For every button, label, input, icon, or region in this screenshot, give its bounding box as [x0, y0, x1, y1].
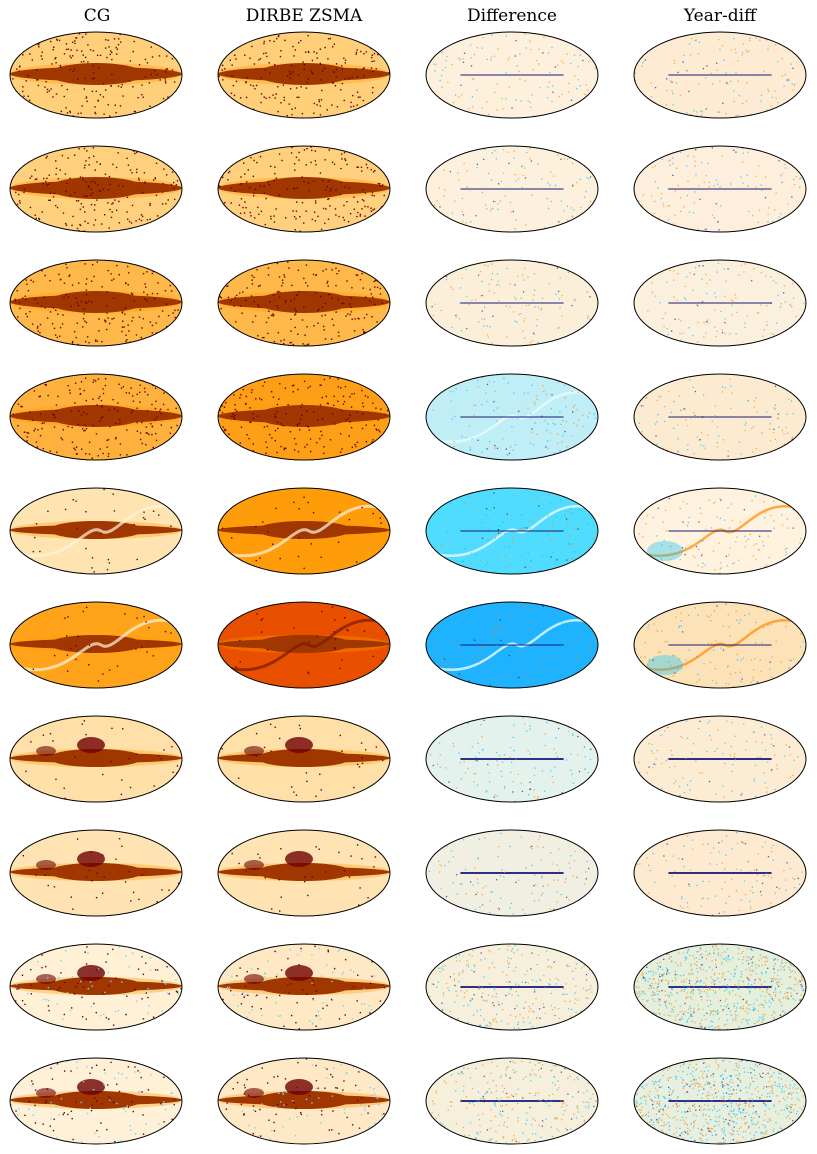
sky-map-panel — [217, 145, 391, 233]
sky-map-panel — [633, 829, 807, 917]
column-title-year-diff: Year-diff — [683, 6, 757, 26]
sky-map-panel — [425, 943, 599, 1031]
sky-map-panel — [9, 829, 183, 917]
sky-map-panel — [425, 1057, 599, 1145]
column-title-cg: CG — [83, 6, 111, 26]
sky-map-panel — [425, 829, 599, 917]
sky-map-panel — [217, 829, 391, 917]
sky-map-panel — [9, 1057, 183, 1145]
sky-map-panel — [633, 31, 807, 119]
sky-map-panel — [9, 943, 183, 1031]
sky-map-panel — [9, 373, 183, 461]
sky-map-panel — [217, 487, 391, 575]
sky-map-panel — [217, 259, 391, 347]
sky-map-panel — [633, 259, 807, 347]
sky-map-panel — [633, 715, 807, 803]
column-title-dirbe-zsma: DIRBE ZSMA — [245, 6, 363, 26]
sky-map-panel — [633, 373, 807, 461]
sky-map-panel — [9, 145, 183, 233]
sky-map-panel — [425, 487, 599, 575]
sky-map-panel — [217, 601, 391, 689]
sky-map-panel — [633, 601, 807, 689]
sky-map-panel — [425, 373, 599, 461]
sky-map-panel — [633, 1057, 807, 1145]
sky-map-panel — [9, 601, 183, 689]
sky-map-panel — [217, 31, 391, 119]
sky-map-panel — [9, 259, 183, 347]
sky-map-panel — [9, 31, 183, 119]
sky-map-panel — [217, 715, 391, 803]
sky-map-panel — [217, 373, 391, 461]
sky-map-panel — [9, 715, 183, 803]
sky-map-panel — [633, 487, 807, 575]
column-title-difference: Difference — [467, 6, 557, 26]
sky-map-panel — [425, 601, 599, 689]
sky-map-panel — [425, 31, 599, 119]
sky-map-panel — [425, 145, 599, 233]
sky-map-panel — [425, 259, 599, 347]
sky-map-panel — [217, 1057, 391, 1145]
sky-map-panel — [633, 943, 807, 1031]
sky-map-panel — [425, 715, 599, 803]
sky-map-panel — [633, 145, 807, 233]
sky-map-panel — [9, 487, 183, 575]
sky-map-panel — [217, 943, 391, 1031]
